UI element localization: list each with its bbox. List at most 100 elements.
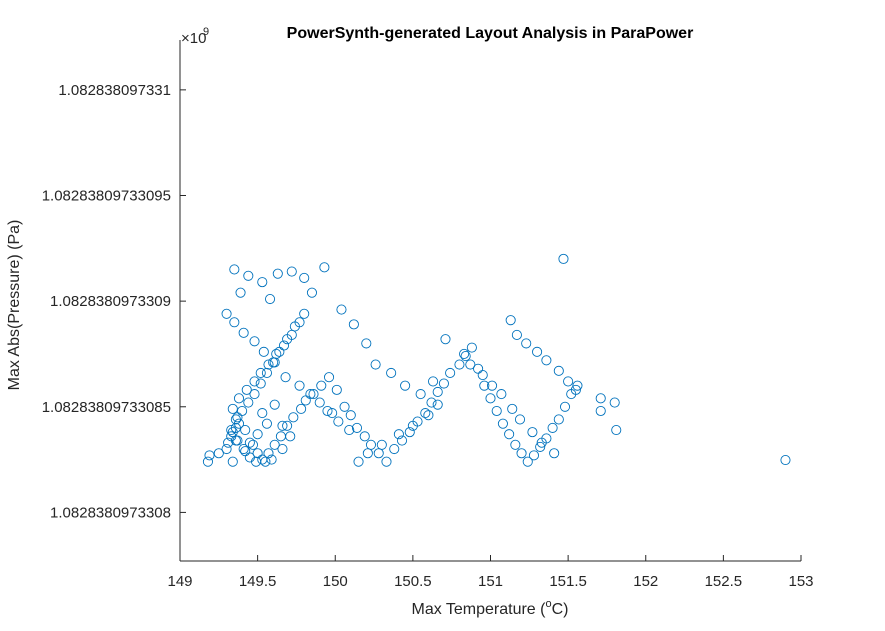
x-axis-ticks: 149 149.5 150 150.5 151 151.5 152 152.5 153 (167, 555, 814, 590)
data-point (400, 380, 411, 391)
data-point (299, 308, 310, 319)
data-point (496, 389, 507, 400)
data-point (289, 321, 300, 332)
data-point (351, 422, 363, 433)
data-point (428, 376, 439, 387)
data-point (333, 416, 344, 427)
x-tick-label: 150.5 (394, 573, 432, 590)
data-point (415, 389, 426, 400)
data-point (221, 308, 232, 319)
y-tick-label: 1.08283809733095 (42, 187, 171, 204)
data-point (381, 456, 392, 467)
data-point (549, 448, 560, 459)
data-point (263, 448, 274, 459)
data-point (299, 272, 310, 283)
data-point (528, 450, 540, 461)
data-point (362, 448, 373, 459)
data-point (432, 399, 443, 410)
data-point (479, 380, 490, 391)
data-point (404, 427, 415, 438)
data-point (269, 399, 280, 410)
data-point (536, 437, 547, 448)
data-point (507, 403, 518, 414)
data-point (407, 420, 418, 431)
data-point (238, 443, 249, 455)
data-point (229, 264, 240, 275)
data-point (204, 450, 215, 461)
x-tick-label: 149 (167, 573, 192, 590)
data-point (361, 338, 372, 349)
data-point (563, 376, 574, 387)
y-exponent-power: 9 (203, 26, 209, 38)
data-point (359, 431, 370, 442)
data-point (547, 422, 558, 433)
data-point (269, 439, 280, 450)
data-point (609, 397, 620, 408)
data-point (485, 393, 496, 404)
data-point (230, 414, 241, 425)
data-point (255, 378, 266, 389)
data-point (257, 277, 268, 288)
x-tick-label: 150 (323, 573, 348, 590)
data-point (288, 412, 299, 423)
data-point (233, 393, 245, 404)
data-point (535, 441, 546, 452)
data-point (277, 420, 288, 431)
x-tick-label: 151.5 (549, 573, 587, 590)
data-point (308, 389, 319, 400)
data-point (514, 414, 526, 425)
data-point (532, 346, 543, 357)
data-point (263, 359, 274, 370)
x-tick-label: 152.5 (705, 573, 743, 590)
data-point (497, 418, 508, 429)
data-point (386, 367, 397, 379)
data-point (460, 351, 471, 362)
data-point (339, 401, 350, 412)
data-point (426, 397, 437, 408)
data-point (244, 437, 255, 448)
data-point (521, 338, 532, 349)
data-point (331, 384, 342, 395)
data-point (491, 405, 502, 417)
data-point (393, 429, 404, 440)
data-point (241, 384, 252, 395)
data-point (223, 437, 234, 448)
data-point (227, 403, 238, 414)
y-tick-label: 1.082838097331 (58, 82, 171, 99)
data-point (282, 420, 293, 431)
data-point (243, 270, 254, 281)
data-point (504, 429, 515, 440)
data-point (322, 405, 333, 417)
data-point (229, 317, 240, 328)
data-point (389, 443, 400, 455)
data-point (264, 293, 276, 305)
chart-title: PowerSynth-generated Layout Analysis in … (287, 25, 694, 42)
data-point (316, 380, 327, 391)
data-point (282, 334, 293, 345)
data-point (459, 348, 470, 360)
data-point (294, 380, 305, 391)
y-tick-label: 1.08283809733085 (42, 399, 171, 416)
data-point (370, 359, 381, 370)
y-axis-ticks: 1.082838097331 1.08283809733095 1.08283809… (42, 82, 186, 521)
x-axis-label-post: C) (552, 601, 569, 618)
x-tick-label: 149.5 (239, 573, 277, 590)
data-point (235, 287, 246, 298)
data-point (277, 443, 288, 455)
data-point (595, 393, 606, 404)
data-point (249, 336, 260, 347)
data-point (261, 367, 272, 379)
data-point (541, 355, 552, 366)
data-point (527, 427, 538, 438)
data-point (240, 424, 251, 436)
data-point (423, 410, 434, 421)
data-point (306, 287, 318, 298)
data-point (553, 414, 564, 425)
data-point (559, 401, 571, 412)
data-point (558, 253, 569, 264)
data-point (305, 389, 316, 400)
x-axis-label: Max Temperature (oC) (412, 598, 569, 618)
data-point (348, 319, 359, 330)
